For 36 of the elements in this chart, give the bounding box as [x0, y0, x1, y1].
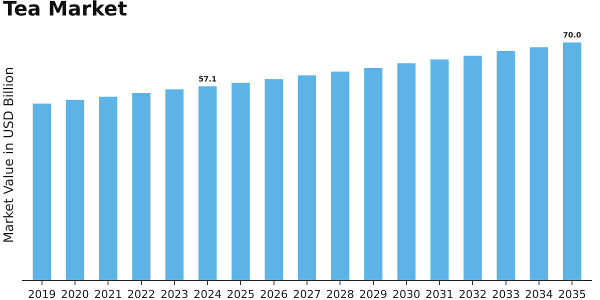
x-tick-label: 2030	[392, 288, 420, 300]
x-tick-label: 2035	[558, 288, 586, 300]
bar	[331, 72, 350, 280]
bar	[232, 82, 250, 280]
x-tick-label: 2019	[28, 288, 56, 300]
x-tick-label: 2024	[194, 288, 222, 300]
bar	[66, 100, 84, 280]
chart-title: Tea Market	[3, 0, 128, 20]
x-tick-label: 2027	[293, 288, 321, 300]
bar	[397, 63, 416, 280]
x-tick-label: 2029	[359, 288, 388, 300]
x-tick-label: 2033	[492, 288, 520, 300]
x-tick-label: 2032	[458, 288, 487, 300]
bar	[530, 47, 548, 280]
x-tick-label: 2026	[260, 288, 288, 300]
y-axis-title: Market Value in USD Billion	[2, 66, 17, 244]
x-tick-label: 2022	[127, 288, 156, 300]
bar	[132, 93, 150, 280]
x-tick-label: 2031	[426, 288, 454, 300]
bar	[32, 104, 51, 280]
bar	[165, 89, 184, 280]
x-tick-label: 2025	[226, 288, 255, 300]
x-tick-label: 2021	[94, 288, 122, 300]
bar	[430, 59, 449, 280]
x-tick-label: 2028	[326, 288, 354, 300]
bar	[99, 96, 118, 280]
bar	[264, 79, 283, 280]
bar	[563, 42, 582, 280]
x-tick-label: 2020	[61, 288, 90, 300]
bar	[464, 56, 482, 280]
bar	[364, 68, 382, 280]
x-tick-label: 2034	[524, 288, 553, 300]
x-tick-label: 2023	[160, 288, 188, 300]
bar	[198, 86, 217, 280]
bar	[298, 75, 316, 280]
bar	[496, 50, 515, 280]
